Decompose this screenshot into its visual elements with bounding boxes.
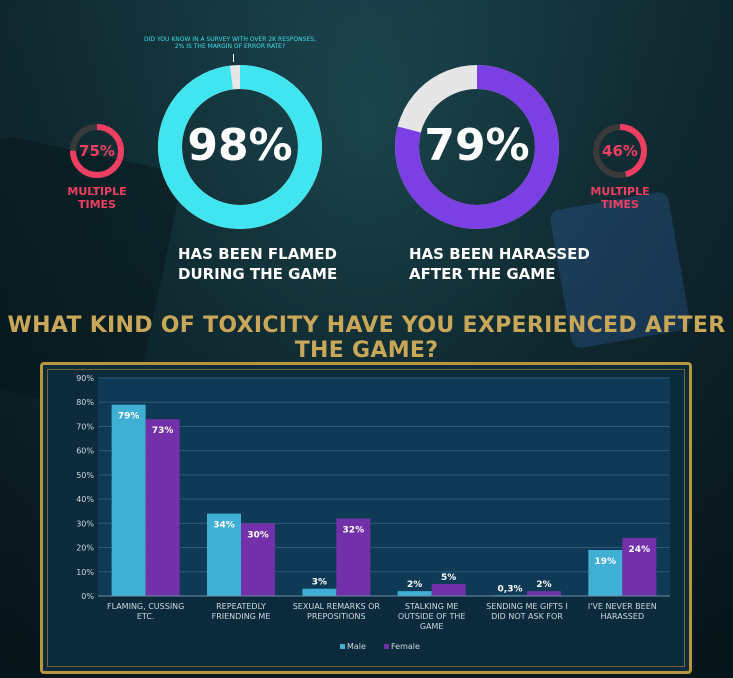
harassed-caption-line1: HAS BEEN HARASSED bbox=[409, 245, 590, 263]
data-label: 2% bbox=[407, 580, 422, 590]
x-tick-label: HARASSED bbox=[601, 612, 645, 621]
multiple-right-ring bbox=[593, 124, 647, 178]
chart-headline: WHAT KIND OF TOXICITY HAVE YOU EXPERIENC… bbox=[7, 313, 726, 363]
bar-female bbox=[145, 419, 180, 596]
x-tick-label: GAME bbox=[420, 622, 444, 631]
x-tick-label: SENDING ME GIFTS I bbox=[486, 602, 568, 611]
data-label: 24% bbox=[629, 545, 651, 555]
multiple-left-ring bbox=[70, 124, 124, 178]
data-label: 32% bbox=[343, 525, 365, 535]
bar-female bbox=[431, 583, 466, 596]
data-label: 79% bbox=[118, 412, 140, 422]
multiple-right-caption: MULTIPLE TIMES bbox=[590, 185, 650, 211]
y-tick-label: 20% bbox=[76, 544, 94, 553]
bar-female bbox=[241, 523, 275, 596]
bar-female bbox=[527, 591, 561, 596]
flamed-percent: 98% bbox=[187, 120, 293, 171]
survey-note-pointer bbox=[233, 54, 234, 62]
y-tick-label: 50% bbox=[76, 471, 94, 480]
data-label: 34% bbox=[213, 521, 235, 531]
y-tick-label: 60% bbox=[76, 447, 94, 456]
bar-female bbox=[336, 518, 371, 596]
y-tick-label: 30% bbox=[76, 519, 94, 528]
y-tick-label: 70% bbox=[76, 422, 94, 431]
legend-swatch-male bbox=[340, 644, 345, 649]
x-tick-label: PREPOSITIONS bbox=[307, 612, 366, 621]
x-tick-label: REPEATEDLY bbox=[216, 602, 266, 611]
bar-male bbox=[111, 404, 146, 596]
flamed-caption-line1: HAS BEEN FLAMED bbox=[178, 245, 337, 263]
harassed-ring bbox=[395, 65, 559, 229]
legend-label-female: Female bbox=[391, 642, 420, 651]
survey-note-line1: DID YOU KNOW IN A SURVEY WITH OVER 2K RE… bbox=[144, 36, 316, 43]
harassed-ring-fill bbox=[395, 65, 559, 229]
x-tick-label: SEXUAL REMARKS OR bbox=[293, 602, 381, 611]
x-tick-label: FRIENDING ME bbox=[212, 612, 271, 621]
legend-swatch-female bbox=[384, 644, 389, 649]
survey-note: DID YOU KNOW IN A SURVEY WITH OVER 2K RE… bbox=[130, 36, 330, 50]
y-tick-label: 0% bbox=[81, 592, 94, 601]
harassed-caption-line2: AFTER THE GAME bbox=[409, 265, 556, 283]
data-label: 0,3% bbox=[498, 584, 523, 594]
flamed-caption-line2: DURING THE GAME bbox=[178, 265, 338, 283]
y-tick-label: 80% bbox=[76, 398, 94, 407]
harassed-caption: HAS BEEN HARASSED AFTER THE GAME bbox=[409, 244, 609, 284]
multiple-left-percent: 75% bbox=[79, 142, 115, 160]
bar-female bbox=[622, 537, 657, 596]
data-label: 19% bbox=[595, 557, 617, 567]
x-tick-label: DID NOT ASK FOR bbox=[491, 612, 563, 621]
data-label: 2% bbox=[536, 580, 551, 590]
flamed-caption: HAS BEEN FLAMED DURING THE GAME bbox=[178, 244, 378, 284]
y-tick-label: 90% bbox=[76, 374, 94, 383]
survey-note-line2: 2% IS THE MARGIN OF ERROR RATE? bbox=[174, 43, 286, 50]
multiple-right-percent: 46% bbox=[602, 142, 638, 160]
plot-area bbox=[98, 378, 670, 596]
x-tick-label: OUTSIDE OF THE bbox=[398, 612, 466, 621]
multiple-left-caption: MULTIPLE TIMES bbox=[67, 185, 127, 211]
x-tick-label: I'VE NEVER BEEN bbox=[588, 602, 657, 611]
x-tick-label: STALKING ME bbox=[405, 602, 459, 611]
data-label: 3% bbox=[312, 578, 327, 588]
data-label: 5% bbox=[441, 573, 456, 583]
flamed-ring-fill bbox=[158, 65, 322, 229]
y-tick-label: 10% bbox=[76, 568, 94, 577]
x-tick-label: FLAMING, CUSSING bbox=[107, 602, 184, 611]
x-tick-label: ETC. bbox=[137, 612, 155, 621]
bar-male bbox=[302, 588, 337, 596]
toxicity-bar-chart: 0% 10% 20% 30% 40% 50% 60% 70% 80% 90% 79% 73% FLAMI… bbox=[76, 374, 670, 651]
data-label: 73% bbox=[152, 426, 174, 436]
legend-label-male: Male bbox=[347, 642, 366, 651]
multiple-left-ring-fill bbox=[70, 124, 124, 178]
harassed-percent: 79% bbox=[424, 120, 530, 171]
data-label: 30% bbox=[247, 530, 269, 540]
flamed-ring bbox=[158, 65, 322, 229]
bar-male bbox=[207, 513, 241, 596]
y-tick-label: 40% bbox=[76, 495, 94, 504]
bar-male bbox=[588, 549, 623, 596]
bar-male bbox=[397, 591, 432, 596]
multiple-right-ring-fill bbox=[593, 124, 647, 178]
